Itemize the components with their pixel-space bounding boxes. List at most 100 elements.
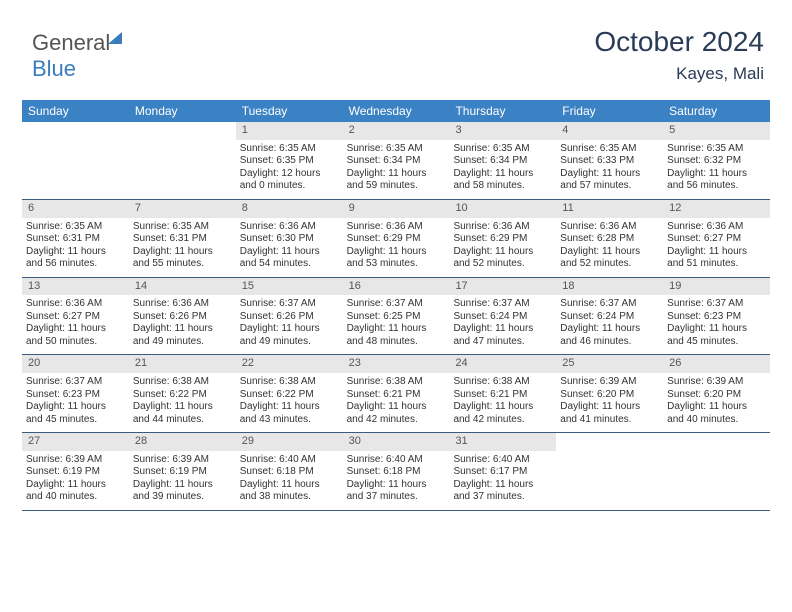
day-number: 29 xyxy=(236,433,343,451)
sunset-line: Sunset: 6:34 PM xyxy=(453,155,552,168)
calendar-cell: 4Sunrise: 6:35 AMSunset: 6:33 PMDaylight… xyxy=(556,122,663,199)
sunset-line: Sunset: 6:22 PM xyxy=(240,389,339,402)
sunset-line: Sunset: 6:28 PM xyxy=(560,233,659,246)
sunrise-line: Sunrise: 6:35 AM xyxy=(560,143,659,156)
day-header: Tuesday xyxy=(236,100,343,122)
calendar-cell: 5Sunrise: 6:35 AMSunset: 6:32 PMDaylight… xyxy=(663,122,770,199)
logo-triangle-icon xyxy=(108,32,122,44)
calendar-cell: 23Sunrise: 6:38 AMSunset: 6:21 PMDayligh… xyxy=(343,355,450,432)
day-body: Sunrise: 6:39 AMSunset: 6:19 PMDaylight:… xyxy=(129,451,236,510)
day-body: Sunrise: 6:36 AMSunset: 6:28 PMDaylight:… xyxy=(556,218,663,277)
daylight-line: Daylight: 11 hours and 56 minutes. xyxy=(667,168,766,193)
sunrise-line: Sunrise: 6:36 AM xyxy=(667,221,766,234)
calendar-cell: 17Sunrise: 6:37 AMSunset: 6:24 PMDayligh… xyxy=(449,278,556,355)
sunset-line: Sunset: 6:26 PM xyxy=(240,311,339,324)
calendar-week: 20Sunrise: 6:37 AMSunset: 6:23 PMDayligh… xyxy=(22,355,770,433)
sunrise-line: Sunrise: 6:37 AM xyxy=(347,298,446,311)
calendar-cell: 31Sunrise: 6:40 AMSunset: 6:17 PMDayligh… xyxy=(449,433,556,510)
daylight-line: Daylight: 11 hours and 45 minutes. xyxy=(26,401,125,426)
day-number: 19 xyxy=(663,278,770,296)
day-number: 10 xyxy=(449,200,556,218)
sunset-line: Sunset: 6:32 PM xyxy=(667,155,766,168)
sunrise-line: Sunrise: 6:37 AM xyxy=(240,298,339,311)
daylight-line: Daylight: 11 hours and 57 minutes. xyxy=(560,168,659,193)
day-number: 12 xyxy=(663,200,770,218)
sunrise-line: Sunrise: 6:36 AM xyxy=(560,221,659,234)
day-header: Sunday xyxy=(22,100,129,122)
sunrise-line: Sunrise: 6:37 AM xyxy=(453,298,552,311)
sunset-line: Sunset: 6:22 PM xyxy=(133,389,232,402)
daylight-line: Daylight: 11 hours and 52 minutes. xyxy=(560,246,659,271)
day-body: Sunrise: 6:36 AMSunset: 6:30 PMDaylight:… xyxy=(236,218,343,277)
daylight-line: Daylight: 11 hours and 41 minutes. xyxy=(560,401,659,426)
day-body: Sunrise: 6:38 AMSunset: 6:22 PMDaylight:… xyxy=(236,373,343,432)
sunrise-line: Sunrise: 6:38 AM xyxy=(133,376,232,389)
calendar-cell: 19Sunrise: 6:37 AMSunset: 6:23 PMDayligh… xyxy=(663,278,770,355)
calendar-cell: 14Sunrise: 6:36 AMSunset: 6:26 PMDayligh… xyxy=(129,278,236,355)
daylight-line: Daylight: 11 hours and 49 minutes. xyxy=(133,323,232,348)
day-number: 2 xyxy=(343,122,450,140)
calendar-cell: 12Sunrise: 6:36 AMSunset: 6:27 PMDayligh… xyxy=(663,200,770,277)
daylight-line: Daylight: 11 hours and 37 minutes. xyxy=(453,479,552,504)
day-body: Sunrise: 6:38 AMSunset: 6:21 PMDaylight:… xyxy=(343,373,450,432)
sunset-line: Sunset: 6:25 PM xyxy=(347,311,446,324)
sunrise-line: Sunrise: 6:35 AM xyxy=(347,143,446,156)
sunrise-line: Sunrise: 6:36 AM xyxy=(347,221,446,234)
day-number: 18 xyxy=(556,278,663,296)
sunrise-line: Sunrise: 6:39 AM xyxy=(133,454,232,467)
logo-part2: Blue xyxy=(32,56,76,81)
calendar-cell: .. xyxy=(556,433,663,510)
sunrise-line: Sunrise: 6:37 AM xyxy=(26,376,125,389)
calendar-header-row: SundayMondayTuesdayWednesdayThursdayFrid… xyxy=(22,100,770,122)
calendar-cell: 8Sunrise: 6:36 AMSunset: 6:30 PMDaylight… xyxy=(236,200,343,277)
sunset-line: Sunset: 6:18 PM xyxy=(347,466,446,479)
day-number: 28 xyxy=(129,433,236,451)
calendar: SundayMondayTuesdayWednesdayThursdayFrid… xyxy=(22,100,770,511)
day-number: 5 xyxy=(663,122,770,140)
sunrise-line: Sunrise: 6:40 AM xyxy=(240,454,339,467)
day-body: Sunrise: 6:35 AMSunset: 6:31 PMDaylight:… xyxy=(22,218,129,277)
day-number: 20 xyxy=(22,355,129,373)
calendar-cell: 6Sunrise: 6:35 AMSunset: 6:31 PMDaylight… xyxy=(22,200,129,277)
day-header: Wednesday xyxy=(343,100,450,122)
sunrise-line: Sunrise: 6:36 AM xyxy=(453,221,552,234)
sunrise-line: Sunrise: 6:38 AM xyxy=(347,376,446,389)
day-body: Sunrise: 6:36 AMSunset: 6:29 PMDaylight:… xyxy=(449,218,556,277)
day-body: Sunrise: 6:37 AMSunset: 6:24 PMDaylight:… xyxy=(449,295,556,354)
sunrise-line: Sunrise: 6:38 AM xyxy=(453,376,552,389)
sunset-line: Sunset: 6:34 PM xyxy=(347,155,446,168)
day-body: Sunrise: 6:35 AMSunset: 6:34 PMDaylight:… xyxy=(449,140,556,199)
calendar-week: ....1Sunrise: 6:35 AMSunset: 6:35 PMDayl… xyxy=(22,122,770,200)
day-number: 6 xyxy=(22,200,129,218)
sunrise-line: Sunrise: 6:40 AM xyxy=(453,454,552,467)
day-header: Saturday xyxy=(663,100,770,122)
day-body: Sunrise: 6:40 AMSunset: 6:18 PMDaylight:… xyxy=(343,451,450,510)
sunset-line: Sunset: 6:31 PM xyxy=(133,233,232,246)
day-body: Sunrise: 6:36 AMSunset: 6:29 PMDaylight:… xyxy=(343,218,450,277)
day-number: 21 xyxy=(129,355,236,373)
calendar-cell: 28Sunrise: 6:39 AMSunset: 6:19 PMDayligh… xyxy=(129,433,236,510)
calendar-cell: 15Sunrise: 6:37 AMSunset: 6:26 PMDayligh… xyxy=(236,278,343,355)
calendar-cell: 22Sunrise: 6:38 AMSunset: 6:22 PMDayligh… xyxy=(236,355,343,432)
page-title: October 2024 xyxy=(594,26,764,58)
daylight-line: Daylight: 11 hours and 43 minutes. xyxy=(240,401,339,426)
sunrise-line: Sunrise: 6:37 AM xyxy=(667,298,766,311)
day-body: Sunrise: 6:37 AMSunset: 6:26 PMDaylight:… xyxy=(236,295,343,354)
sunrise-line: Sunrise: 6:35 AM xyxy=(453,143,552,156)
day-body: Sunrise: 6:39 AMSunset: 6:20 PMDaylight:… xyxy=(556,373,663,432)
daylight-line: Daylight: 11 hours and 40 minutes. xyxy=(26,479,125,504)
day-number: 3 xyxy=(449,122,556,140)
sunset-line: Sunset: 6:19 PM xyxy=(133,466,232,479)
calendar-cell: .. xyxy=(129,122,236,199)
daylight-line: Daylight: 11 hours and 48 minutes. xyxy=(347,323,446,348)
sunset-line: Sunset: 6:20 PM xyxy=(667,389,766,402)
daylight-line: Daylight: 11 hours and 45 minutes. xyxy=(667,323,766,348)
daylight-line: Daylight: 11 hours and 46 minutes. xyxy=(560,323,659,348)
daylight-line: Daylight: 11 hours and 54 minutes. xyxy=(240,246,339,271)
sunset-line: Sunset: 6:18 PM xyxy=(240,466,339,479)
day-number: 27 xyxy=(22,433,129,451)
day-number: 26 xyxy=(663,355,770,373)
daylight-line: Daylight: 11 hours and 56 minutes. xyxy=(26,246,125,271)
calendar-cell: 27Sunrise: 6:39 AMSunset: 6:19 PMDayligh… xyxy=(22,433,129,510)
sunrise-line: Sunrise: 6:39 AM xyxy=(26,454,125,467)
